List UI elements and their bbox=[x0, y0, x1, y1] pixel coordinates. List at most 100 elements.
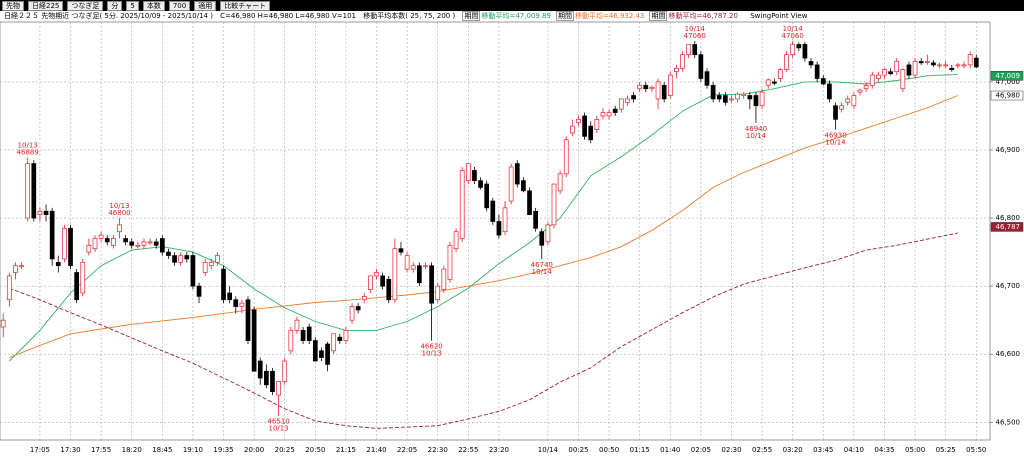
candle-body bbox=[612, 108, 618, 113]
candle-body bbox=[753, 95, 759, 107]
candle-body bbox=[643, 84, 649, 90]
toolbar-control[interactable]: 先物 bbox=[2, 0, 24, 11]
candle-body bbox=[618, 98, 624, 110]
candle-body bbox=[686, 44, 691, 56]
price-marker bbox=[990, 222, 1024, 232]
candle-body bbox=[606, 112, 612, 117]
x-tick-label: 20:00 bbox=[244, 446, 264, 454]
x-tick-label: 23:20 bbox=[489, 446, 509, 454]
candle-body bbox=[0, 319, 6, 328]
x-tick-label: 22:30 bbox=[428, 446, 448, 454]
candle-body bbox=[521, 180, 526, 192]
price-marker-label: 46,980 bbox=[996, 92, 1021, 100]
candle-body bbox=[104, 238, 110, 243]
toolbar-control[interactable]: 比較チャート bbox=[220, 0, 271, 11]
price-marker bbox=[990, 90, 1024, 101]
candle-body bbox=[202, 261, 208, 273]
candle-body bbox=[765, 79, 771, 86]
x-tick-label: 22:55 bbox=[458, 446, 478, 454]
ma-values: 期間 移動平均=47,009.89 期間 移動平均=46,932.43 期間 移動平均=4… bbox=[462, 11, 743, 21]
candle-body bbox=[716, 95, 722, 100]
toolbar: 先物 日経225 つなぎ足分 5 本数 700 適用 比較チャート bbox=[0, 0, 1024, 11]
candle-body bbox=[949, 67, 955, 71]
candle-body bbox=[55, 261, 61, 267]
candle-body bbox=[123, 238, 128, 243]
toolbar-control[interactable]: 適用 bbox=[194, 0, 217, 11]
x-tick-label: 02:05 bbox=[691, 446, 711, 454]
candle-body bbox=[484, 183, 490, 209]
y-tick-label: 46,900 bbox=[996, 146, 1021, 154]
candle-body bbox=[508, 166, 514, 202]
swing-price: 47060 bbox=[782, 32, 804, 40]
candle-body bbox=[62, 227, 67, 260]
candle-body bbox=[808, 61, 814, 66]
x-tick-label: 05:25 bbox=[936, 446, 956, 454]
info-ma-periods: 移動平均本数( 25, 75, 200 ) bbox=[363, 12, 456, 20]
candle-body bbox=[863, 84, 869, 90]
candle-body bbox=[557, 173, 563, 192]
y-tick-label: 46,500 bbox=[996, 418, 1021, 426]
candle-body bbox=[117, 224, 122, 233]
candle-body bbox=[833, 105, 838, 120]
toolbar-control[interactable]: 本数 bbox=[142, 0, 165, 11]
candle-body bbox=[410, 265, 416, 270]
candle-body bbox=[386, 278, 392, 301]
view-name: SwingPoint View bbox=[750, 12, 808, 20]
candle-body bbox=[845, 98, 851, 103]
x-tick-label: 01:15 bbox=[630, 446, 650, 454]
candle-body bbox=[325, 343, 330, 365]
candle-body bbox=[111, 238, 116, 246]
x-tick-label: 21:40 bbox=[366, 446, 386, 454]
candle-body bbox=[900, 69, 906, 90]
candle-body bbox=[747, 95, 753, 100]
candle-body bbox=[368, 275, 373, 290]
candle-body bbox=[918, 61, 924, 64]
candle-body bbox=[496, 221, 502, 236]
candle-body bbox=[869, 74, 875, 86]
candle-body bbox=[417, 265, 422, 284]
moving-average-line bbox=[9, 95, 959, 359]
candle-body bbox=[172, 255, 177, 263]
toolbar-control[interactable]: 分 bbox=[107, 0, 123, 11]
candle-body bbox=[955, 64, 961, 67]
swing-date: 10/14 bbox=[783, 25, 804, 33]
y-tick-label: 46,800 bbox=[996, 214, 1021, 222]
candle-body bbox=[735, 93, 740, 100]
candle-body bbox=[184, 255, 190, 260]
toolbar-control[interactable]: 700 bbox=[168, 0, 191, 11]
candle-body bbox=[276, 381, 281, 396]
candle-body bbox=[514, 163, 520, 185]
toolbar-control[interactable]: 日経225 bbox=[28, 0, 64, 11]
swing-date: 10/14 bbox=[825, 139, 846, 147]
candle-body bbox=[25, 163, 31, 219]
candle-body bbox=[661, 84, 667, 100]
candle-body bbox=[331, 333, 337, 352]
candle-body bbox=[894, 61, 900, 73]
swing-price: 46940 bbox=[745, 125, 767, 133]
candle-body bbox=[710, 84, 716, 100]
toolbar-control[interactable]: 5 bbox=[126, 0, 139, 11]
x-tick-label: 05:50 bbox=[966, 446, 986, 454]
candle-body bbox=[178, 255, 184, 263]
candle-body bbox=[404, 255, 410, 270]
swing-date: 10/13 bbox=[422, 350, 442, 358]
candle-body bbox=[563, 139, 569, 175]
toolbar-control[interactable]: つなぎ足 bbox=[67, 0, 104, 11]
candle-body bbox=[912, 61, 918, 76]
candle-body bbox=[355, 306, 361, 311]
candle-body bbox=[472, 170, 477, 181]
candle-body bbox=[43, 210, 49, 216]
x-tick-label: 19:10 bbox=[183, 446, 203, 454]
swing-price: 46620 bbox=[420, 343, 442, 351]
candle-body bbox=[159, 238, 165, 253]
x-tick-label: 03:45 bbox=[813, 446, 833, 454]
candle-body bbox=[13, 265, 18, 273]
candle-body bbox=[398, 248, 404, 253]
candle-body bbox=[251, 309, 257, 372]
swing-price: 46510 bbox=[267, 417, 289, 425]
candle-body bbox=[796, 44, 802, 49]
candle-body bbox=[882, 69, 887, 76]
y-tick-label: 46,600 bbox=[996, 350, 1021, 358]
candle-body bbox=[906, 64, 912, 76]
